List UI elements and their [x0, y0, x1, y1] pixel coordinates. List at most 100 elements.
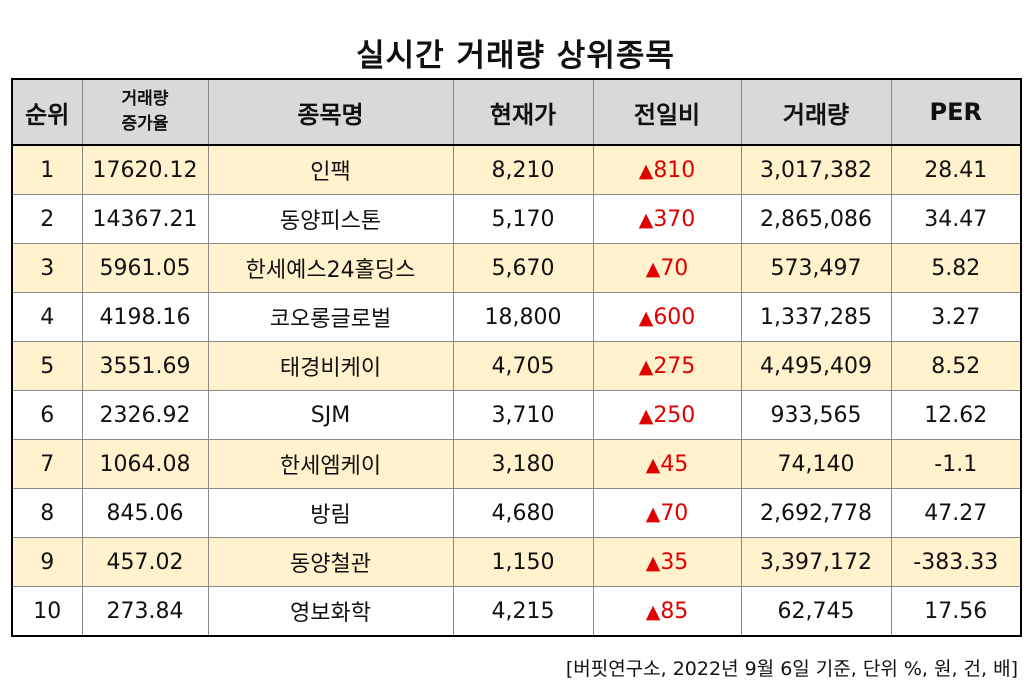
up-triangle-icon: ▲ [638, 306, 654, 329]
table-row: 3 5961.05 한세예스24홀딩스 5,670 ▲70 573,497 5.82 [11, 243, 1022, 293]
cell-increase: 5961.05 [81, 243, 209, 293]
cell-price: 3,180 [452, 439, 594, 489]
cell-per: 28.41 [890, 144, 1022, 195]
header-volume: 거래량 [740, 78, 892, 146]
cell-change: ▲810 [592, 144, 742, 195]
header-rank: 순위 [11, 78, 83, 146]
table-header-row: 순위 거래량 증가율 종목명 현재가 전일비 거래량 PER [11, 78, 1022, 146]
cell-name: 태경비케이 [207, 341, 454, 391]
cell-increase: 3551.69 [81, 341, 209, 391]
cell-name: 동양피스톤 [207, 194, 454, 244]
cell-change: ▲70 [592, 488, 742, 538]
cell-change: ▲250 [592, 390, 742, 440]
header-per: PER [890, 78, 1022, 146]
up-triangle-icon: ▲ [638, 159, 654, 182]
cell-name: 영보화학 [207, 586, 454, 637]
change-value: 810 [653, 157, 696, 183]
change-value: 250 [653, 402, 696, 428]
up-triangle-icon: ▲ [645, 600, 661, 623]
cell-rank: 4 [11, 292, 83, 342]
cell-price: 4,680 [452, 488, 594, 538]
header-price: 현재가 [452, 78, 594, 146]
cell-price: 5,170 [452, 194, 594, 244]
cell-volume: 1,337,285 [740, 292, 892, 342]
cell-per: 5.82 [890, 243, 1022, 293]
header-name: 종목명 [207, 78, 454, 146]
change-value: 45 [660, 451, 689, 477]
cell-price: 1,150 [452, 537, 594, 587]
cell-volume: 62,745 [740, 586, 892, 637]
cell-change: ▲370 [592, 194, 742, 244]
cell-price: 4,705 [452, 341, 594, 391]
cell-per: -383.33 [890, 537, 1022, 587]
cell-name: 코오롱글로벌 [207, 292, 454, 342]
up-triangle-icon: ▲ [638, 404, 654, 427]
table-row: 2 14367.21 동양피스톤 5,170 ▲370 2,865,086 34.47 [11, 194, 1022, 244]
table-row: 7 1064.08 한세엠케이 3,180 ▲45 74,140 -1.1 [11, 439, 1022, 489]
up-triangle-icon: ▲ [645, 502, 661, 525]
change-value: 370 [653, 206, 696, 232]
up-triangle-icon: ▲ [638, 355, 654, 378]
cell-change: ▲600 [592, 292, 742, 342]
cell-name: 한세예스24홀딩스 [207, 243, 454, 293]
header-volume-increase-line2: 증가율 [121, 114, 169, 134]
cell-rank: 5 [11, 341, 83, 391]
cell-per: 12.62 [890, 390, 1022, 440]
cell-per: 8.52 [890, 341, 1022, 391]
cell-increase: 14367.21 [81, 194, 209, 244]
cell-volume: 4,495,409 [740, 341, 892, 391]
change-value: 275 [653, 353, 696, 379]
cell-increase: 17620.12 [81, 144, 209, 195]
header-volume-increase: 거래량 증가율 [81, 78, 209, 146]
cell-increase: 273.84 [81, 586, 209, 637]
up-triangle-icon: ▲ [638, 208, 654, 231]
header-change: 전일비 [592, 78, 742, 146]
up-triangle-icon: ▲ [645, 551, 661, 574]
cell-rank: 10 [11, 586, 83, 637]
cell-rank: 3 [11, 243, 83, 293]
cell-change: ▲35 [592, 537, 742, 587]
cell-name: 한세엠케이 [207, 439, 454, 489]
cell-change: ▲85 [592, 586, 742, 637]
cell-rank: 1 [11, 144, 83, 195]
cell-name: 동양철관 [207, 537, 454, 587]
change-value: 85 [660, 598, 689, 624]
cell-change: ▲70 [592, 243, 742, 293]
cell-price: 18,800 [452, 292, 594, 342]
source-note: [버핏연구소, 2022년 9월 6일 기준, 단위 %, 원, 건, 배] [565, 658, 1018, 680]
change-value: 70 [660, 255, 689, 281]
cell-per: 47.27 [890, 488, 1022, 538]
cell-name: SJM [207, 390, 454, 440]
table-row: 10 273.84 영보화학 4,215 ▲85 62,745 17.56 [11, 586, 1022, 637]
cell-volume: 3,017,382 [740, 144, 892, 195]
cell-price: 5,670 [452, 243, 594, 293]
cell-increase: 457.02 [81, 537, 209, 587]
cell-name: 인팩 [207, 144, 454, 195]
cell-rank: 9 [11, 537, 83, 587]
cell-volume: 2,865,086 [740, 194, 892, 244]
table-row: 4 4198.16 코오롱글로벌 18,800 ▲600 1,337,285 3.27 [11, 292, 1022, 342]
volume-ranking-table: 순위 거래량 증가율 종목명 현재가 전일비 거래량 PER 1 17620.12… [11, 78, 1022, 637]
table-row: 5 3551.69 태경비케이 4,705 ▲275 4,495,409 8.52 [11, 341, 1022, 391]
cell-change: ▲45 [592, 439, 742, 489]
cell-rank: 6 [11, 390, 83, 440]
cell-rank: 2 [11, 194, 83, 244]
cell-name: 방림 [207, 488, 454, 538]
cell-change: ▲275 [592, 341, 742, 391]
cell-per: -1.1 [890, 439, 1022, 489]
header-volume-increase-line1: 거래량 [121, 89, 169, 109]
table-row: 8 845.06 방림 4,680 ▲70 2,692,778 47.27 [11, 488, 1022, 538]
cell-increase: 4198.16 [81, 292, 209, 342]
up-triangle-icon: ▲ [645, 453, 661, 476]
cell-increase: 1064.08 [81, 439, 209, 489]
table-row: 1 17620.12 인팩 8,210 ▲810 3,017,382 28.41 [11, 144, 1022, 195]
cell-rank: 7 [11, 439, 83, 489]
change-value: 35 [660, 549, 689, 575]
cell-per: 34.47 [890, 194, 1022, 244]
cell-rank: 8 [11, 488, 83, 538]
change-value: 70 [660, 500, 689, 526]
change-value: 600 [653, 304, 696, 330]
cell-increase: 845.06 [81, 488, 209, 538]
table-body: 1 17620.12 인팩 8,210 ▲810 3,017,382 28.41 2 14367… [11, 144, 1022, 637]
table-row: 9 457.02 동양철관 1,150 ▲35 3,397,172 -383.33 [11, 537, 1022, 587]
